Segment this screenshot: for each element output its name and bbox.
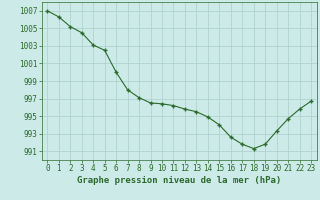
X-axis label: Graphe pression niveau de la mer (hPa): Graphe pression niveau de la mer (hPa) (77, 176, 281, 185)
